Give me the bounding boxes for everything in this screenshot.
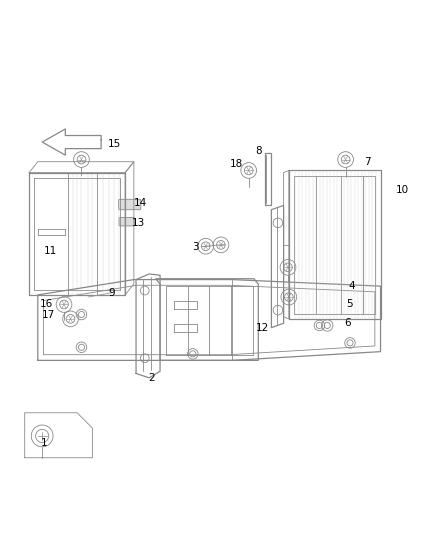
Text: 9: 9 [109,288,115,298]
Text: 11: 11 [44,246,57,256]
Text: 6: 6 [345,318,351,328]
Text: 12: 12 [256,322,269,333]
Text: 2: 2 [148,373,155,383]
Text: 7: 7 [364,157,371,167]
Text: 18: 18 [230,159,243,169]
FancyBboxPatch shape [119,217,135,226]
Text: 15: 15 [108,139,121,149]
Text: 3: 3 [192,242,198,252]
Text: 10: 10 [396,185,409,195]
Text: 1: 1 [41,438,48,448]
Text: 8: 8 [255,146,261,156]
FancyBboxPatch shape [119,199,141,210]
Text: 5: 5 [346,298,353,309]
Text: 4: 4 [349,281,356,291]
Text: 16: 16 [40,298,53,309]
Text: 13: 13 [131,218,145,228]
Text: 17: 17 [42,310,55,320]
Text: 14: 14 [134,198,147,208]
